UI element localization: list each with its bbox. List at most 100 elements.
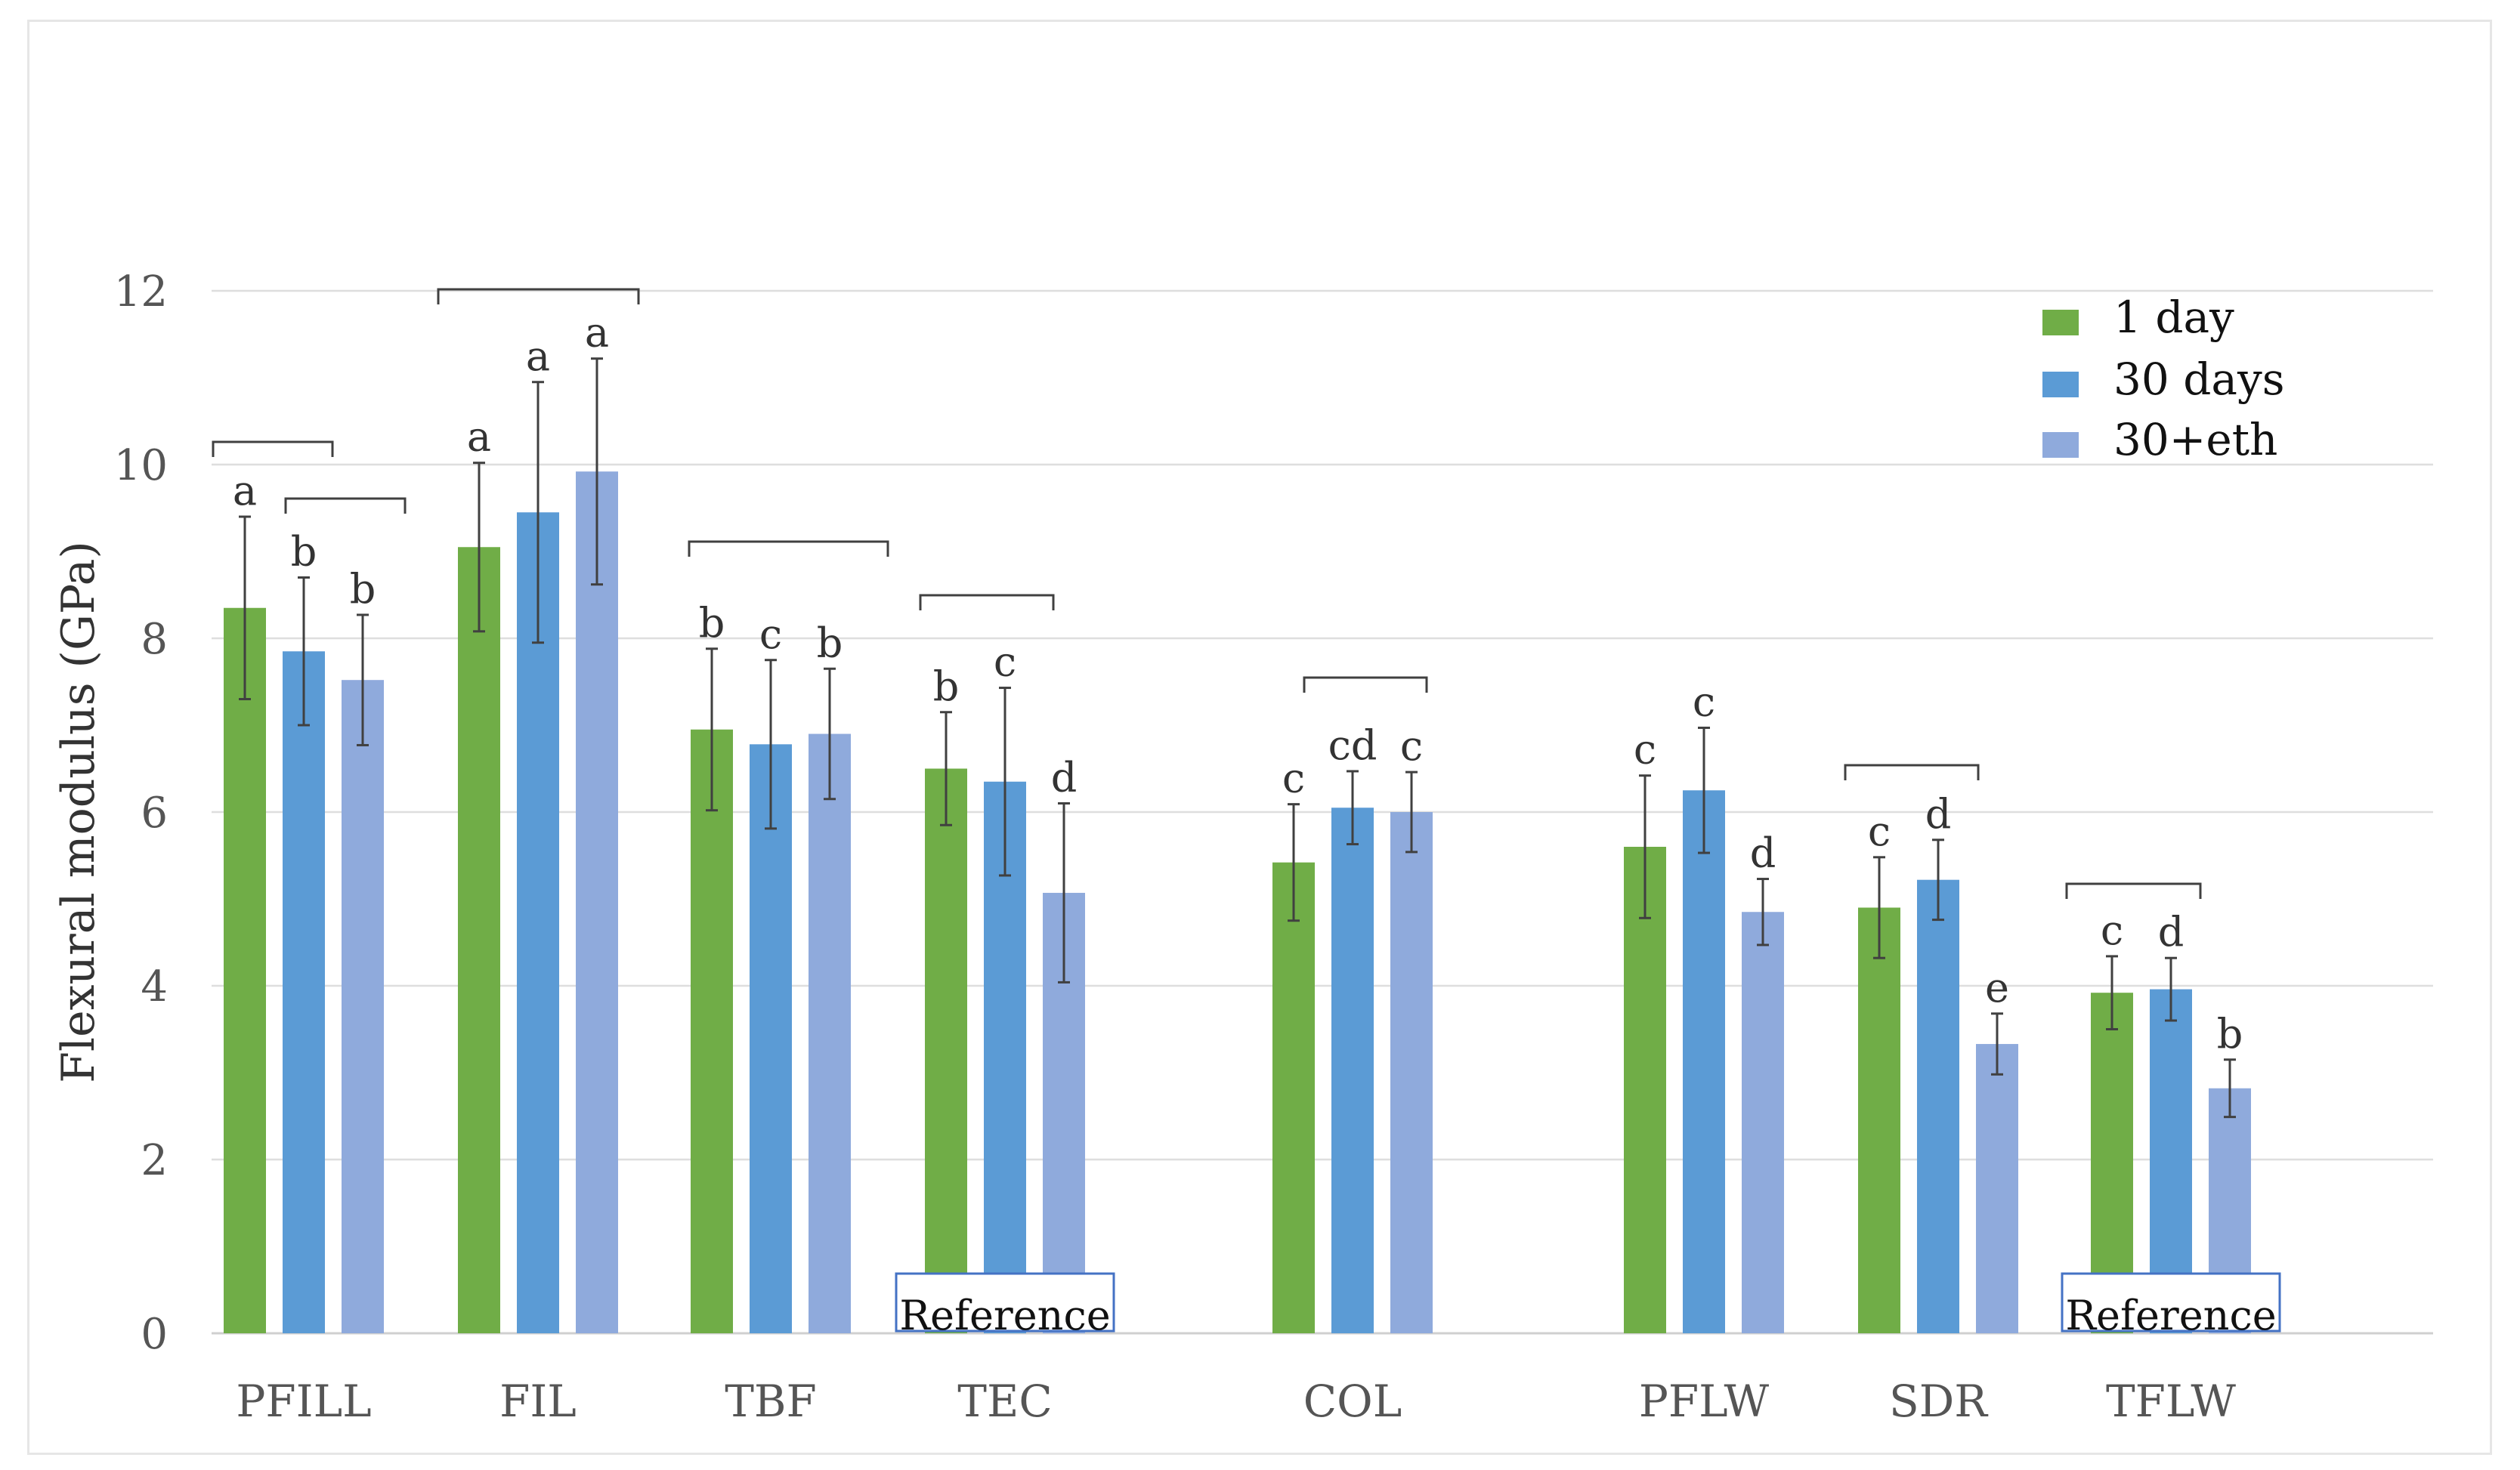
- bar: [1683, 790, 1725, 1333]
- error-bar: [473, 462, 485, 633]
- bar: [1742, 912, 1784, 1333]
- category-label: TEC: [957, 1376, 1052, 1427]
- legend-label: 1 day: [2113, 292, 2234, 343]
- significance-letter: d: [1925, 790, 1952, 838]
- bar: [283, 651, 325, 1333]
- legend-label: 30 days: [2113, 354, 2284, 405]
- error-bar: [1288, 803, 1300, 922]
- significance-letter: c: [1634, 726, 1656, 774]
- error-bar: [357, 613, 369, 746]
- group-bracket: [437, 288, 640, 304]
- bar: [691, 729, 733, 1333]
- x-axis-categories: PFILL FIL TBF TEC COL PFLW SDR TFLW: [236, 1376, 2236, 1427]
- error-bar: [765, 659, 777, 830]
- legend-swatch: [2042, 372, 2079, 397]
- category-label: PFILL: [236, 1376, 371, 1427]
- error-bar: [2165, 956, 2177, 1022]
- y-tick-label: 6: [141, 789, 168, 838]
- y-axis-label: Flexural modulus (GPa): [52, 541, 105, 1082]
- legend-entry: 30 days: [2042, 354, 2284, 405]
- category-label: FIL: [499, 1376, 577, 1427]
- bar: [809, 733, 851, 1333]
- bar: [342, 680, 384, 1333]
- error-bar: [1932, 838, 1944, 922]
- significance-letter: b: [699, 599, 725, 647]
- y-tick-label: 10: [114, 441, 168, 490]
- group-bracket: [1844, 764, 1980, 780]
- significance-letter: c: [759, 610, 782, 658]
- y-tick-label: 8: [141, 615, 168, 664]
- bar: [1331, 808, 1374, 1333]
- bar: [1272, 862, 1315, 1333]
- significance-letter: d: [1750, 829, 1776, 877]
- bar: [750, 744, 792, 1333]
- significance-letter: a: [526, 332, 550, 380]
- bar: [1624, 847, 1666, 1333]
- significance-letter: c: [1400, 722, 1423, 770]
- error-bar: [2106, 955, 2118, 1030]
- y-tick-label: 0: [141, 1310, 168, 1359]
- y-axis-ticks: 0 2 4 6 8 10 12: [114, 267, 168, 1359]
- significance-letter: c: [1868, 808, 1891, 855]
- y-tick-label: 4: [141, 962, 168, 1011]
- significance-letter: b: [2217, 1010, 2243, 1058]
- error-bar: [591, 357, 603, 586]
- error-bar: [1058, 802, 1070, 984]
- error-bar: [298, 576, 310, 727]
- reference-label: Reference: [2065, 1292, 2276, 1339]
- error-bar: [2224, 1058, 2236, 1119]
- y-tick-label: 12: [114, 267, 168, 317]
- category-label: COL: [1303, 1376, 1402, 1427]
- category-label: TBF: [725, 1376, 817, 1427]
- bar: [517, 512, 559, 1333]
- category-label: TFLW: [2106, 1376, 2236, 1427]
- bars: [224, 471, 2251, 1334]
- significance-letter: a: [585, 309, 609, 357]
- reference-box-border: [2061, 1272, 2281, 1333]
- reference-box: Reference: [2061, 1272, 2281, 1339]
- reference-boxes: Reference Reference: [895, 1272, 2281, 1339]
- group-bracket: [688, 540, 889, 557]
- legend-label: 30+eth: [2113, 414, 2277, 465]
- category-label: SDR: [1889, 1376, 1989, 1427]
- significance-letter: d: [2158, 908, 2185, 956]
- group-bracket: [284, 497, 407, 514]
- error-bar: [1757, 878, 1769, 947]
- bar: [224, 607, 266, 1333]
- error-bar: [824, 667, 836, 801]
- legend-swatch: [2042, 432, 2079, 458]
- error-bar: [1639, 774, 1651, 919]
- chart-frame: [27, 20, 2492, 1455]
- error-bar: [1873, 856, 1885, 959]
- significance-letter: b: [817, 619, 843, 666]
- y-tick-label: 2: [141, 1136, 168, 1185]
- significance-letter: c: [994, 638, 1016, 686]
- significance-letter: c: [1282, 755, 1305, 802]
- error-bars: [239, 357, 2236, 1119]
- bar: [1858, 907, 1900, 1333]
- error-bar: [239, 515, 251, 700]
- significance-letter: d: [1051, 754, 1078, 801]
- significance-letter: c: [2101, 906, 2123, 954]
- significance-letter: b: [291, 528, 317, 576]
- significance-letter: a: [467, 413, 491, 461]
- significance-letter: c: [1693, 678, 1715, 725]
- significance-letter: e: [1985, 964, 2009, 1011]
- error-bar: [940, 711, 952, 826]
- group-bracket: [2065, 882, 2202, 899]
- group-bracket: [212, 440, 334, 457]
- error-bar: [1698, 726, 1710, 854]
- group-brackets: [212, 288, 2202, 899]
- legend-swatch: [2042, 310, 2079, 335]
- legend: 1 day 30 days 30+eth: [2042, 292, 2284, 465]
- error-bar: [1347, 770, 1359, 846]
- bar: [458, 547, 500, 1333]
- significance-letter: b: [933, 662, 960, 710]
- category-label: PFLW: [1639, 1376, 1770, 1427]
- significance-letter: b: [350, 565, 376, 613]
- bar: [1917, 879, 1959, 1333]
- error-bar: [532, 381, 544, 644]
- reference-box: Reference: [895, 1272, 1115, 1339]
